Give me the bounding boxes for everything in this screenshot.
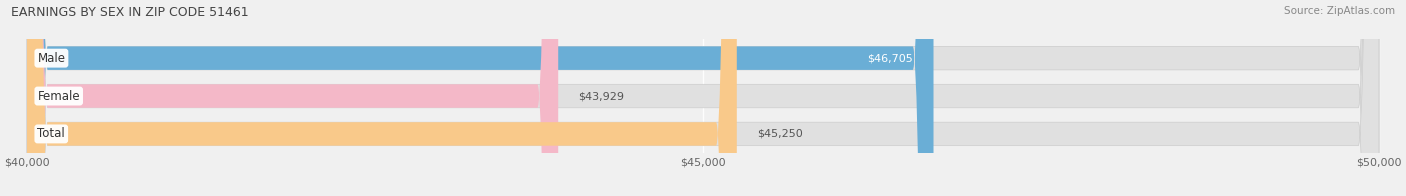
Text: $46,705: $46,705 [868, 53, 914, 63]
FancyBboxPatch shape [27, 0, 1379, 196]
Text: $45,250: $45,250 [756, 129, 803, 139]
FancyBboxPatch shape [27, 0, 1379, 196]
FancyBboxPatch shape [27, 0, 737, 196]
Text: $43,929: $43,929 [578, 91, 624, 101]
FancyBboxPatch shape [27, 0, 934, 196]
Text: EARNINGS BY SEX IN ZIP CODE 51461: EARNINGS BY SEX IN ZIP CODE 51461 [11, 6, 249, 19]
FancyBboxPatch shape [27, 0, 558, 196]
Text: Total: Total [38, 127, 65, 140]
Text: Female: Female [38, 90, 80, 103]
Text: Source: ZipAtlas.com: Source: ZipAtlas.com [1284, 6, 1395, 16]
Text: Male: Male [38, 52, 66, 65]
FancyBboxPatch shape [27, 0, 1379, 196]
